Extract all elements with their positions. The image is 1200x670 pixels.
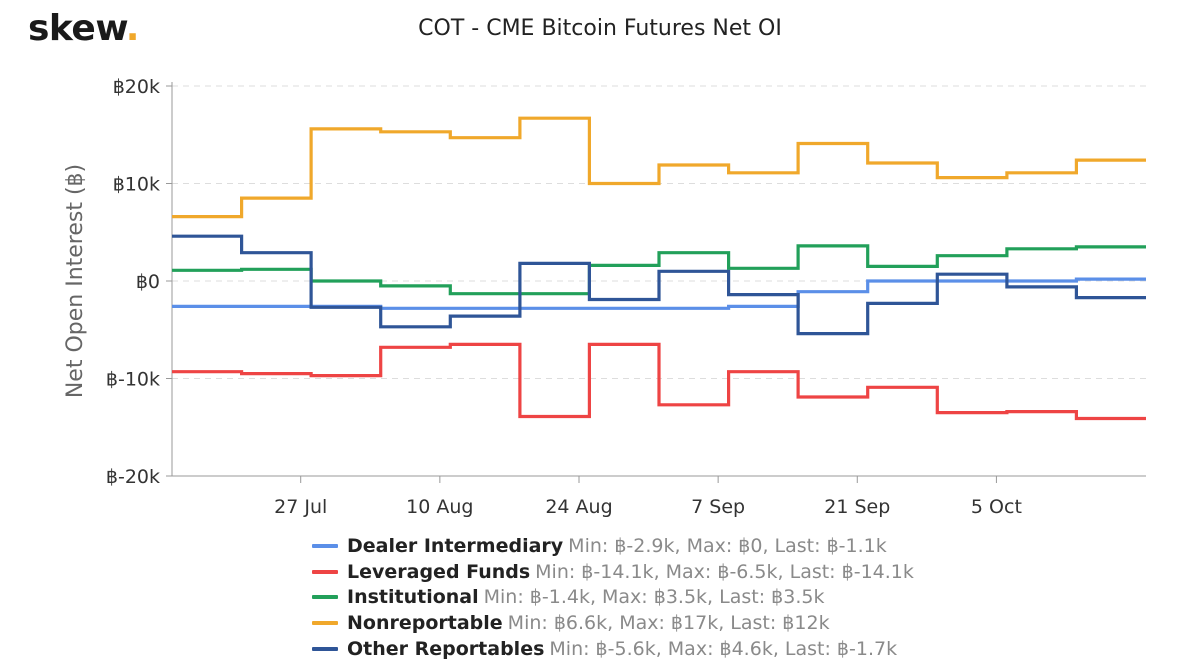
x-tick-label: 21 Sep — [824, 496, 890, 518]
series-lines — [172, 116, 1146, 421]
logo-dot: . — [125, 8, 140, 49]
axes — [166, 82, 1146, 483]
y-tick-label: ฿-20k — [106, 466, 160, 488]
y-axis-ticks: ฿20k ฿10k ฿0 ฿-10k ฿-20k — [106, 76, 160, 488]
legend-item-other-reportables[interactable]: Other Reportables Min: ฿-5.6k, Max: ฿4.6k… — [312, 636, 914, 662]
series-line-nonreportable — [172, 116, 1146, 219]
series-line-leveraged-funds — [172, 342, 1146, 421]
chart-svg: ฿20k ฿10k ฿0 ฿-10k ฿-20k 27 Jul 10 Aug 24 Aug 7… — [63, 76, 1146, 518]
legend-swatch — [312, 543, 338, 548]
legend-series-name: Dealer Intermediary — [347, 534, 564, 557]
legend-swatch — [312, 646, 338, 651]
legend-series-stats: Min: ฿-14.1k, Max: ฿-6.5k, Last: ฿-14.1k — [535, 560, 914, 583]
legend-series-stats: Min: ฿6.6k, Max: ฿17k, Last: ฿12k — [507, 611, 830, 634]
legend-swatch — [312, 620, 338, 625]
chart-legend: Dealer Intermediary Min: ฿-2.9k, Max: ฿0,… — [312, 533, 914, 661]
chart-title: COT - CME Bitcoin Futures Net OI — [418, 16, 782, 41]
legend-swatch — [312, 569, 338, 574]
legend-series-stats: Min: ฿-5.6k, Max: ฿4.6k, Last: ฿-1.7k — [549, 637, 898, 660]
skew-logo: skew. — [28, 8, 139, 49]
legend-swatch — [312, 595, 338, 600]
x-tick-label: 24 Aug — [545, 496, 612, 518]
x-tick-label: 7 Sep — [691, 496, 745, 518]
x-tick-label: 27 Jul — [274, 496, 327, 518]
legend-series-name: Institutional — [347, 586, 479, 609]
legend-series-name: Nonreportable — [347, 611, 503, 634]
legend-item-dealer-intermediary[interactable]: Dealer Intermediary Min: ฿-2.9k, Max: ฿0,… — [312, 533, 914, 559]
legend-item-nonreportable[interactable]: Nonreportable Min: ฿6.6k, Max: ฿17k, Last… — [312, 610, 914, 636]
x-axis-ticks: 27 Jul 10 Aug 24 Aug 7 Sep 21 Sep 5 Oct — [274, 496, 1022, 518]
y-tick-label: ฿0 — [136, 271, 160, 293]
x-tick-label: 10 Aug — [406, 496, 473, 518]
legend-series-name: Other Reportables — [347, 637, 545, 660]
y-tick-label: ฿10k — [113, 174, 160, 196]
logo-text: skew — [28, 8, 126, 49]
y-tick-label: ฿-10k — [106, 369, 160, 391]
legend-series-stats: Min: ฿-2.9k, Max: ฿0, Last: ฿-1.1k — [568, 534, 887, 557]
legend-series-name: Leveraged Funds — [347, 560, 531, 583]
y-axis-label: Net Open Interest (฿) — [63, 164, 88, 398]
series-line-institutional — [172, 244, 1146, 296]
legend-item-leveraged-funds[interactable]: Leveraged Funds Min: ฿-14.1k, Max: ฿-6.5k… — [312, 559, 914, 585]
legend-series-stats: Min: ฿-1.4k, Max: ฿3.5k, Last: ฿3.5k — [483, 586, 825, 609]
x-tick-label: 5 Oct — [971, 496, 1022, 518]
y-tick-label: ฿20k — [113, 76, 160, 98]
series-line-other-reportables — [172, 234, 1146, 336]
legend-item-institutional[interactable]: Institutional Min: ฿-1.4k, Max: ฿3.5k, La… — [312, 584, 914, 610]
